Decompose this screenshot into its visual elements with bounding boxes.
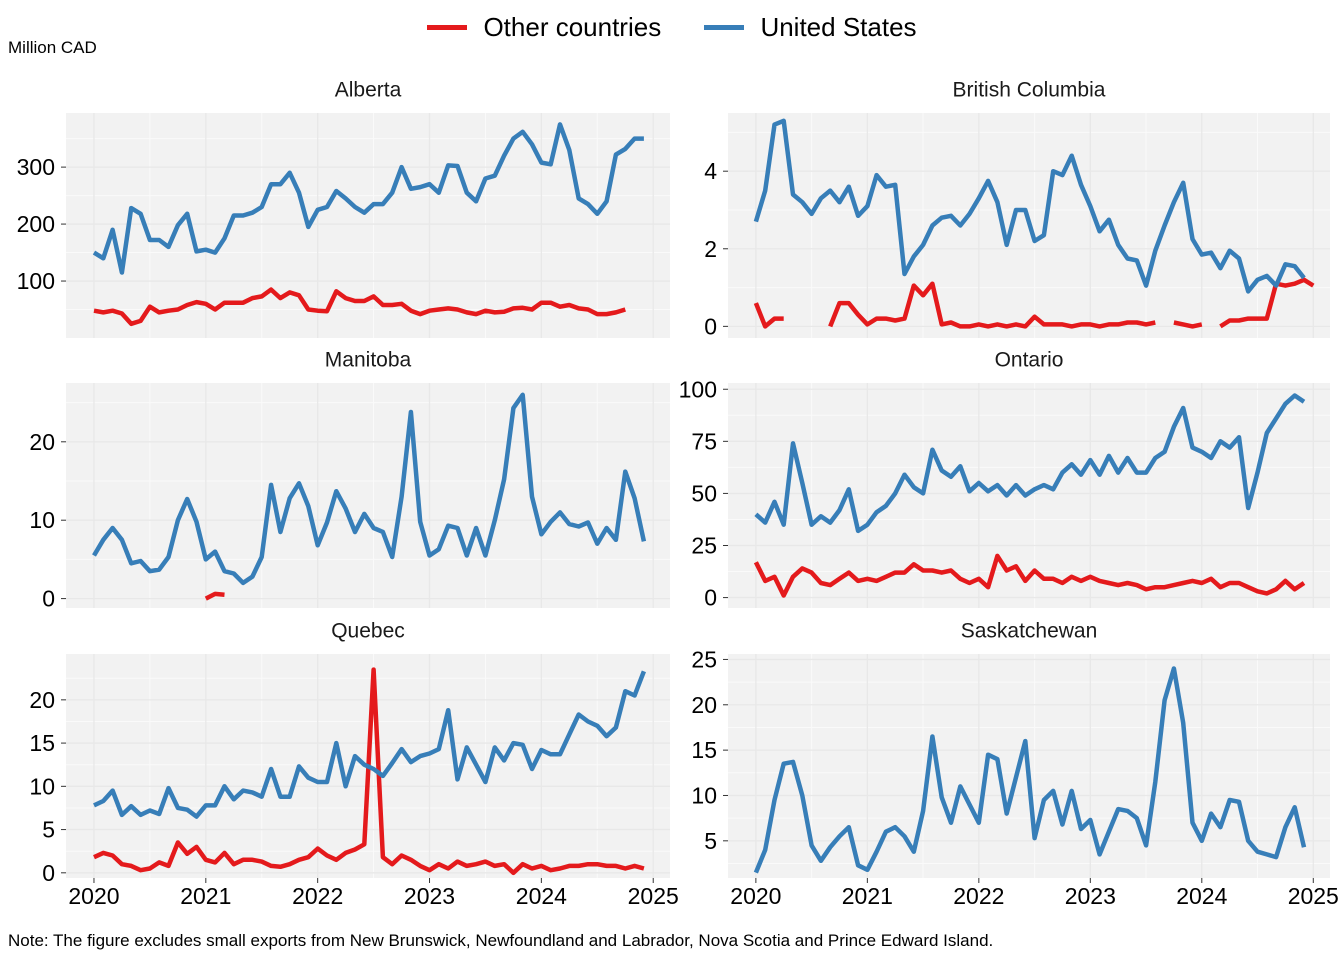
y-tick-label: 0 bbox=[704, 313, 717, 339]
panel-title-manitoba: Manitoba bbox=[325, 349, 412, 372]
legend-label-united-states: United States bbox=[760, 12, 917, 42]
series-line-saskatchewan-united-states bbox=[753, 666, 1307, 874]
y-tick-label: 0 bbox=[42, 586, 55, 612]
y-tick-label: 100 bbox=[679, 376, 717, 402]
y-tick-label: 50 bbox=[691, 480, 717, 506]
y-tick-label: 200 bbox=[17, 211, 55, 237]
panel-title-saskatchewan: Saskatchewan bbox=[961, 620, 1098, 643]
y-tick-label: 25 bbox=[691, 646, 717, 672]
y-tick-label: 10 bbox=[29, 507, 55, 533]
series-line-quebec-other-countries bbox=[93, 667, 645, 876]
series-line-ontario-other-countries bbox=[753, 553, 1306, 598]
x-tick-label: 2022 bbox=[953, 883, 1004, 909]
y-tick-label: 75 bbox=[691, 428, 717, 454]
legend-swatch-united-states bbox=[704, 25, 745, 30]
y-tick-label: 0 bbox=[42, 860, 55, 886]
x-tick-label: 2023 bbox=[1065, 883, 1116, 909]
x-tick-label: 2023 bbox=[404, 883, 455, 909]
panel-bg-alberta bbox=[66, 113, 670, 338]
y-tick-label: 20 bbox=[29, 429, 55, 455]
legend-label-other-countries: Other countries bbox=[483, 12, 662, 42]
x-tick-label: 2020 bbox=[730, 883, 781, 909]
y-tick-label: 15 bbox=[691, 737, 717, 763]
legend: Other countries United States bbox=[0, 6, 1344, 43]
y-tick-label: 2 bbox=[704, 236, 717, 262]
y-tick-label: 5 bbox=[42, 817, 55, 843]
y-tick-label: 20 bbox=[29, 687, 55, 713]
y-tick-label: 15 bbox=[29, 730, 55, 756]
legend-swatch-other-countries bbox=[427, 25, 468, 30]
panel-title-british-columbia: British Columbia bbox=[953, 79, 1106, 102]
series-line-alberta-united-states bbox=[92, 122, 644, 275]
panel-title-ontario: Ontario bbox=[995, 349, 1064, 372]
legend-item-other-countries: Other countries bbox=[427, 12, 661, 43]
series-line-manitoba-united-states bbox=[92, 392, 647, 586]
series-line-manitoba-other-countries bbox=[204, 591, 225, 601]
series-line-british-columbia-other-countries bbox=[753, 277, 1315, 329]
legend-item-united-states: United States bbox=[704, 12, 917, 43]
y-tick-label: 300 bbox=[17, 154, 55, 180]
x-tick-label: 2022 bbox=[292, 883, 343, 909]
y-tick-label: 100 bbox=[17, 268, 55, 294]
x-tick-label: 2020 bbox=[68, 883, 119, 909]
panel-title-quebec: Quebec bbox=[331, 620, 405, 643]
series-line-ontario-united-states bbox=[754, 393, 1306, 534]
series-line-quebec-united-states bbox=[93, 670, 647, 819]
figure-note: Note: The figure excludes small exports … bbox=[8, 931, 994, 950]
y-unit-label: Million CAD bbox=[8, 38, 97, 57]
y-tick-label: 0 bbox=[704, 585, 717, 611]
panel-title-alberta: Alberta bbox=[335, 79, 402, 102]
panel-bg-manitoba bbox=[66, 383, 670, 608]
y-tick-label: 5 bbox=[704, 828, 717, 854]
series-line-alberta-other-countries bbox=[93, 287, 626, 327]
x-tick-label: 2021 bbox=[842, 883, 893, 909]
x-tick-label: 2025 bbox=[628, 883, 679, 909]
y-tick-label: 10 bbox=[29, 773, 55, 799]
y-tick-label: 20 bbox=[691, 692, 717, 718]
y-tick-label: 10 bbox=[691, 782, 717, 808]
x-tick-label: 2024 bbox=[516, 883, 567, 909]
series-line-british-columbia-united-states bbox=[753, 118, 1306, 294]
y-tick-label: 25 bbox=[691, 533, 717, 559]
x-tick-label: 2024 bbox=[1176, 883, 1227, 909]
x-tick-label: 2025 bbox=[1288, 883, 1339, 909]
x-tick-label: 2021 bbox=[180, 883, 231, 909]
y-tick-label: 4 bbox=[704, 158, 717, 184]
